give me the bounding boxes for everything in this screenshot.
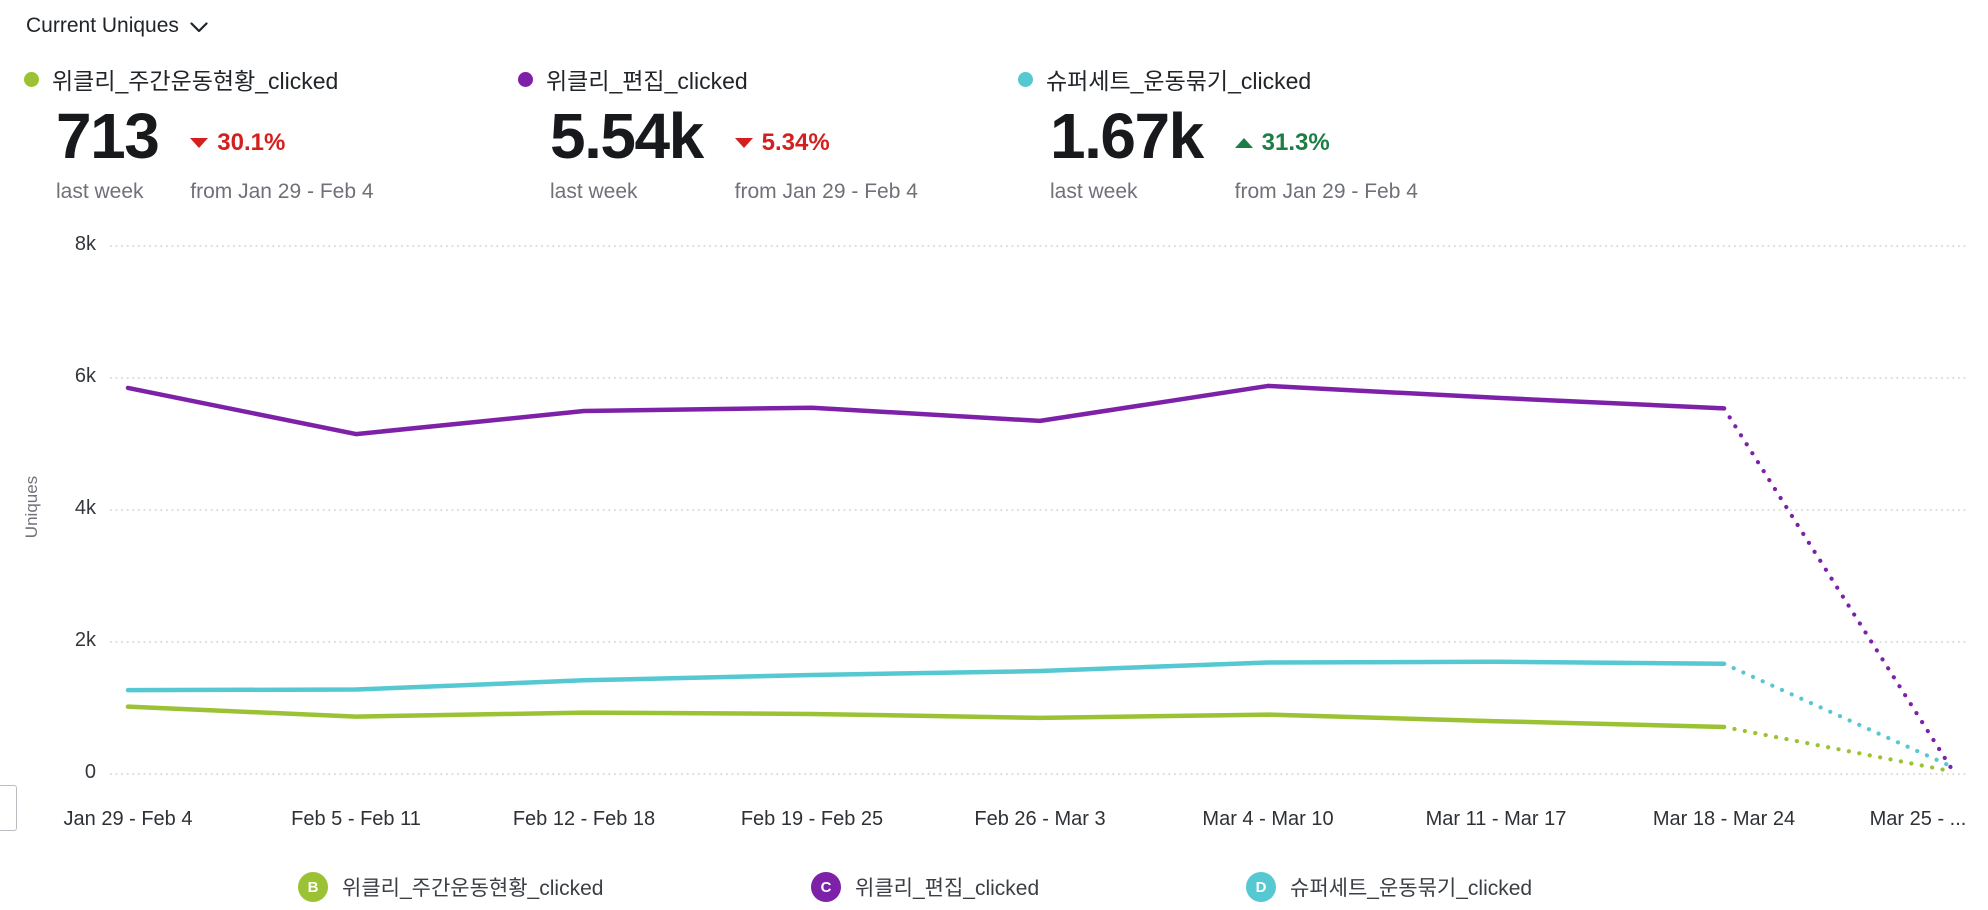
legend-series-badge: C [811, 872, 841, 902]
series-line-B[interactable] [125, 704, 1955, 774]
kpi-delta-value: 5.34% [761, 129, 830, 156]
kpi-delta-value: 31.3% [1261, 129, 1330, 156]
series-color-dot [518, 71, 533, 87]
kpi-card[interactable]: 위클리_주간운동현황_clicked 713 30.1% last week f… [24, 64, 374, 204]
x-tick-label: Mar 11 - Mar 17 [1425, 808, 1567, 830]
trend-down-icon [190, 138, 209, 148]
x-tick-label: Mar 25 - ... [1869, 808, 1967, 830]
kpi-period-label: last week [56, 180, 144, 203]
kpi-period-label: last week [1050, 180, 1138, 203]
kpi-card[interactable]: 슈퍼세트_운동묶기_clicked 1.67k 31.3% last week … [1018, 64, 1418, 204]
legend-item-B[interactable]: B 위클리_주간운동현황_clicked [298, 872, 603, 902]
legend-item-D[interactable]: D 슈퍼세트_운동묶기_clicked [1246, 872, 1532, 902]
series-projection-B [1721, 724, 1955, 774]
kpi-value: 1.67k [1050, 100, 1204, 172]
y-tick-label: 8k [74, 233, 96, 255]
kpi-event-name: 위클리_주간운동현황_clicked [52, 68, 339, 94]
x-tick-label: Mar 18 - Mar 24 [1652, 808, 1796, 830]
series-color-dot [24, 71, 39, 87]
kpi-comparison-label: from Jan 29 - Feb 4 [734, 180, 918, 203]
trend-down-icon [734, 138, 753, 148]
kpi-comparison-label: from Jan 29 - Feb 4 [1234, 180, 1418, 203]
kpi-delta: 5.34% [734, 129, 918, 157]
kpi-card[interactable]: 위클리_편집_clicked 5.54k 5.34% last week fro… [518, 64, 918, 204]
x-tick-label: Feb 12 - Feb 18 [512, 808, 656, 830]
legend-series-badge: B [298, 872, 328, 902]
y-axis-title: Uniques [22, 475, 41, 539]
chart-legend: B 위클리_주간운동현황_clicked C 위클리_편집_clicked D 슈퍼세트_… [0, 872, 1988, 908]
series-line-C[interactable] [125, 383, 1955, 772]
legend-series-badge: D [1246, 872, 1276, 902]
y-tick-label: 0 [84, 761, 96, 783]
kpi-delta: 31.3% [1234, 129, 1418, 157]
legend-series-label: 위클리_편집_clicked [855, 877, 1040, 900]
chevron-down-icon [190, 22, 208, 33]
y-tick-label: 2k [74, 629, 96, 651]
x-tick-label: Mar 4 - Mar 10 [1202, 808, 1334, 830]
metric-selector[interactable]: Current Uniques [26, 14, 208, 38]
series-color-dot [1018, 71, 1033, 87]
kpi-period-label: last week [550, 180, 638, 203]
legend-item-C[interactable]: C 위클리_편집_clicked [811, 872, 1039, 902]
y-tick-label: 6k [74, 365, 96, 387]
legend-series-label: 슈퍼세트_운동묶기_clicked [1290, 877, 1533, 900]
series-projection-C [1721, 406, 1955, 772]
series-projection-D [1721, 661, 1955, 769]
kpi-delta: 30.1% [190, 129, 373, 157]
x-tick-label: Feb 26 - Mar 3 [974, 808, 1106, 830]
kpi-value: 5.54k [550, 100, 704, 172]
trend-up-icon [1234, 138, 1253, 148]
x-tick-label: Jan 29 - Feb 4 [63, 808, 193, 830]
metric-selector-label: Current Uniques [26, 14, 179, 37]
kpi-event-name: 슈퍼세트_운동묶기_clicked [1046, 68, 1312, 94]
kpi-value: 713 [56, 100, 160, 172]
kpi-delta-value: 30.1% [217, 129, 286, 156]
x-tick-label: Feb 5 - Feb 11 [291, 808, 421, 830]
kpi-comparison-label: from Jan 29 - Feb 4 [190, 180, 374, 203]
y-tick-label: 4k [74, 497, 96, 519]
kpi-event-name: 위클리_편집_clicked [546, 68, 748, 94]
series-line-D[interactable] [125, 659, 1955, 769]
x-tick-label: Feb 19 - Feb 25 [740, 808, 884, 830]
legend-series-label: 위클리_주간운동현황_clicked [342, 877, 604, 900]
clipped-left-control[interactable] [0, 785, 17, 831]
